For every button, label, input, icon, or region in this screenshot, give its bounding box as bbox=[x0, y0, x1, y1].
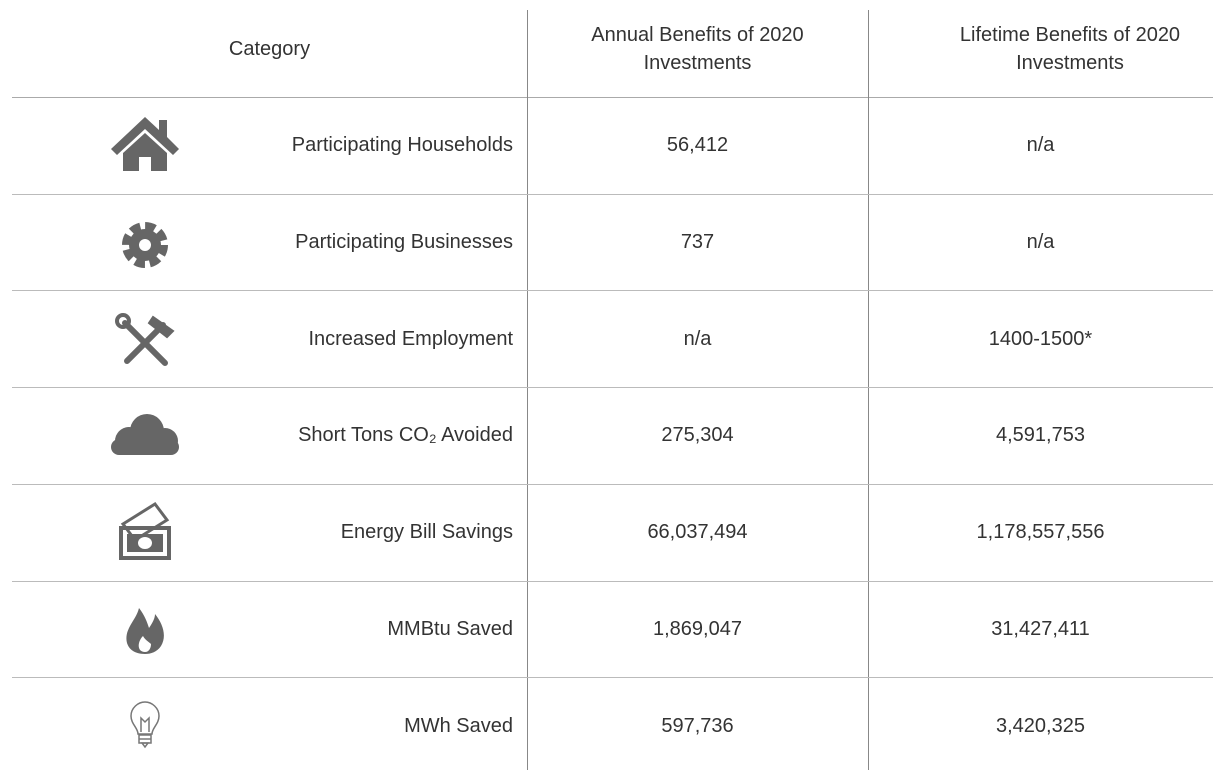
row-rule bbox=[12, 580, 1213, 582]
category-label: Participating Households bbox=[291, 134, 513, 157]
column-divider bbox=[868, 10, 869, 770]
category-label: Participating Businesses bbox=[295, 231, 513, 254]
row-rule bbox=[12, 193, 1213, 195]
annual-value: n/a bbox=[683, 327, 712, 350]
lifetime-value: 4,591,753 bbox=[996, 424, 1085, 447]
cloud-icon bbox=[111, 414, 179, 455]
flame-icon bbox=[126, 608, 164, 654]
lifetime-value: n/a bbox=[1026, 231, 1055, 254]
money-icon bbox=[119, 501, 171, 560]
header-rule bbox=[12, 97, 1213, 98]
annual-value: 1,869,047 bbox=[653, 617, 742, 640]
category-label: MMBtu Saved bbox=[387, 617, 513, 640]
annual-value: 597,736 bbox=[661, 714, 734, 737]
annual-value: 737 bbox=[680, 231, 715, 254]
row-rule bbox=[12, 677, 1213, 679]
lifetime-value: 1,178,557,556 bbox=[976, 521, 1105, 544]
header-cell: Annual Benefits of 2020 Investments bbox=[591, 23, 804, 74]
header-cell: Lifetime Benefits of 2020 Investments bbox=[959, 23, 1181, 74]
row-rule bbox=[12, 290, 1213, 292]
house-icon bbox=[111, 117, 179, 171]
category-label: Energy Bill Savings bbox=[340, 521, 513, 544]
icons bbox=[111, 117, 179, 749]
row-rule bbox=[12, 483, 1213, 485]
lifetime-value: 31,427,411 bbox=[991, 617, 1090, 640]
row-rule bbox=[12, 387, 1213, 389]
category-label: Short Tons CO₂ Avoided bbox=[298, 424, 513, 447]
category-label: Increased Employment bbox=[308, 327, 513, 350]
lifetime-value: 1400-1500* bbox=[988, 327, 1093, 350]
bulb-icon bbox=[130, 701, 160, 749]
lifetime-value: 3,420,325 bbox=[996, 714, 1085, 737]
header-cell: Category bbox=[228, 37, 311, 60]
lifetime-value: n/a bbox=[1026, 134, 1055, 157]
annual-value: 66,037,494 bbox=[647, 521, 748, 544]
category-label: MWh Saved bbox=[404, 714, 513, 737]
tools-icon bbox=[115, 313, 175, 366]
annual-value: 56,412 bbox=[666, 134, 729, 157]
annual-value: 275,304 bbox=[661, 424, 734, 447]
gear-icon bbox=[122, 222, 168, 268]
column-divider bbox=[527, 10, 528, 770]
